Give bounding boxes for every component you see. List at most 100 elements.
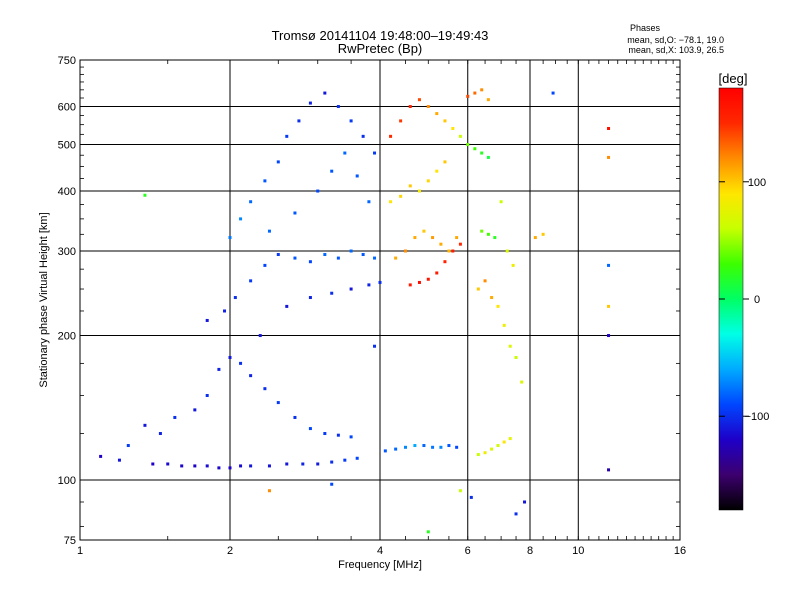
data-point (422, 229, 426, 233)
data-point (143, 193, 147, 197)
data-point (349, 435, 353, 439)
data-point (426, 179, 430, 183)
data-point (276, 160, 280, 164)
data-point (349, 119, 353, 123)
chart-subtitle: RwPretec (Bp) (338, 41, 423, 56)
data-point (249, 374, 253, 378)
data-point (399, 119, 403, 123)
data-point (349, 287, 353, 291)
data-point (193, 464, 197, 468)
data-point (514, 355, 518, 359)
x-tick-label: 2 (227, 545, 233, 557)
data-point (166, 462, 170, 466)
data-point (239, 361, 243, 365)
data-point (469, 495, 473, 499)
data-point (439, 242, 443, 246)
data-point (473, 147, 477, 151)
data-point (496, 444, 500, 448)
data-point (443, 119, 447, 123)
data-point (330, 169, 334, 173)
data-point (308, 101, 312, 105)
data-point (394, 256, 398, 260)
data-point (408, 283, 412, 287)
data-point (551, 91, 555, 95)
data-point (373, 256, 377, 260)
data-point (413, 444, 417, 448)
data-point (502, 323, 506, 327)
y-tick-label: 750 (58, 55, 76, 67)
data-point (285, 304, 289, 308)
data-point (607, 468, 611, 472)
colorbar-tick-label: 100 (748, 177, 766, 189)
y-tick-label: 500 (58, 140, 76, 152)
data-point (493, 236, 497, 240)
data-point (458, 242, 462, 246)
data-point (228, 236, 232, 240)
data-point (483, 279, 487, 283)
data-point (435, 169, 439, 173)
data-point (483, 451, 487, 455)
x-tick-label: 16 (674, 545, 686, 557)
data-point (126, 444, 130, 448)
data-point (426, 105, 430, 109)
data-point (476, 287, 480, 291)
x-axis-ticks: 1 2 4 6 8 10 16 (77, 60, 686, 557)
data-point (439, 445, 443, 449)
x-tick-label: 6 (465, 545, 471, 557)
data-point (263, 263, 267, 267)
data-point (413, 236, 417, 240)
x-axis-label: Frequency [MHz] (338, 559, 422, 571)
data-point (151, 462, 155, 466)
data-point (239, 464, 243, 468)
data-point (408, 184, 412, 188)
data-point (490, 447, 494, 451)
data-point (431, 236, 435, 240)
data-point (193, 408, 197, 412)
data-point (323, 91, 327, 95)
data-point (455, 236, 459, 240)
data-point (330, 291, 334, 295)
y-tick-label: 600 (58, 102, 76, 114)
data-point (158, 432, 162, 436)
x-tick-label: 1 (77, 545, 83, 557)
data-point (431, 445, 435, 449)
grid-layer (80, 60, 680, 540)
data-point (336, 256, 340, 260)
data-point (490, 296, 494, 300)
data-point (308, 260, 312, 264)
data-point (499, 200, 503, 204)
data-point (267, 229, 271, 233)
data-point (308, 296, 312, 300)
data-point (426, 277, 430, 281)
data-point (422, 444, 426, 448)
data-point (480, 151, 484, 155)
data-point (228, 466, 232, 470)
data-point (458, 489, 462, 493)
data-point (293, 415, 297, 419)
data-point (173, 415, 177, 419)
data-point (466, 94, 470, 98)
data-point (426, 530, 430, 534)
data-point (520, 380, 524, 384)
data-point (417, 280, 421, 284)
data-point (276, 401, 280, 405)
data-point (343, 151, 347, 155)
data-point (473, 91, 477, 95)
data-point (466, 143, 470, 147)
data-point (435, 112, 439, 116)
data-point (443, 160, 447, 164)
y-axis-ticks: 75 100 200 300 400 500 600 750 (58, 55, 680, 547)
data-point (267, 464, 271, 468)
data-point (293, 211, 297, 215)
data-point (239, 217, 243, 221)
data-point (180, 464, 184, 468)
data-point (99, 454, 103, 458)
data-point (249, 279, 253, 283)
data-point (408, 105, 412, 109)
data-point (533, 236, 537, 240)
data-point (205, 394, 209, 398)
y-tick-label: 200 (58, 331, 76, 343)
data-point (285, 462, 289, 466)
